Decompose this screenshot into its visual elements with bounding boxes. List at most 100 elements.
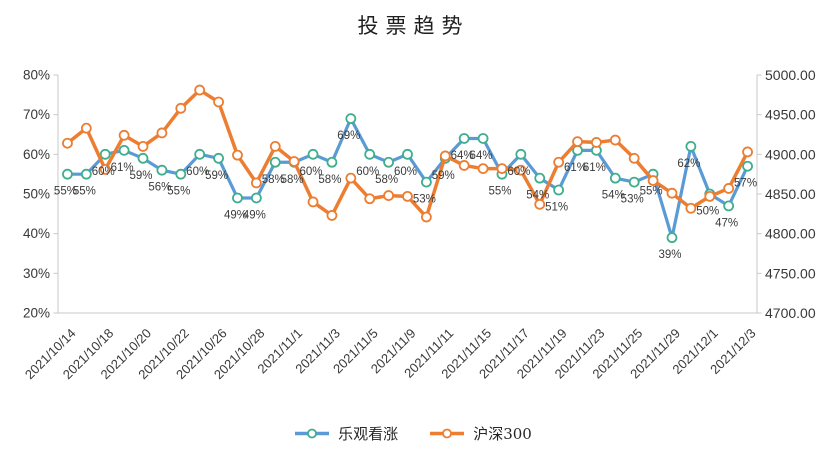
- data-point-marker-optimistic: [213, 152, 224, 164]
- data-point-marker-csi300: [515, 164, 527, 176]
- right-axis-tick-label: 4850.00: [765, 186, 816, 202]
- data-point-marker-csi300: [99, 164, 111, 175]
- data-label-optimistic: 61%: [564, 162, 587, 174]
- data-point-marker-optimistic: [232, 192, 243, 204]
- data-point-marker-csi300: [534, 198, 546, 210]
- left-axis-tick-label: 80%: [23, 68, 50, 83]
- data-point-marker-optimistic: [534, 172, 546, 184]
- data-label-optimistic: 51%: [545, 202, 568, 214]
- data-label-optimistic: 60%: [507, 166, 530, 178]
- data-label-optimistic: 58%: [318, 174, 341, 186]
- data-point-marker-optimistic: [553, 184, 565, 196]
- legend-line-marker-optimistic: [295, 425, 330, 443]
- data-point-marker-csi300: [572, 136, 583, 148]
- data-point-marker-optimistic: [742, 160, 753, 172]
- data-point-marker-optimistic: [137, 152, 149, 164]
- data-point-marker-csi300: [288, 156, 300, 167]
- data-point-marker-csi300: [591, 137, 602, 148]
- left-axis-tick-label: 30%: [23, 266, 50, 281]
- data-label-optimistic: 57%: [734, 178, 757, 190]
- data-point-marker-csi300: [175, 102, 187, 114]
- data-point-marker-csi300: [458, 160, 470, 171]
- data-label-optimistic: 54%: [526, 190, 549, 202]
- data-point-marker-csi300: [477, 163, 489, 175]
- right-axis-tick-label: 4700.00: [765, 305, 816, 321]
- data-label-optimistic: 49%: [243, 209, 266, 221]
- data-label-optimistic: 60%: [356, 166, 379, 178]
- data-point-marker-csi300: [628, 152, 640, 164]
- data-point-marker-csi300: [364, 193, 376, 205]
- left-axis-tick-label: 60%: [23, 147, 50, 162]
- data-point-marker-optimistic: [269, 156, 281, 168]
- data-point-marker-optimistic: [723, 200, 735, 212]
- data-label-optimistic: 58%: [262, 174, 285, 186]
- data-point-marker-optimistic: [402, 148, 413, 160]
- data-point-marker-csi300: [62, 137, 73, 149]
- data-label-optimistic: 60%: [394, 166, 417, 178]
- data-point-marker-csi300: [496, 163, 508, 175]
- data-point-marker-csi300: [118, 129, 130, 141]
- right-axis-tick-label: 5000.00: [765, 67, 816, 83]
- legend-swatch-icon: [430, 428, 465, 438]
- data-label-optimistic: 60%: [186, 166, 209, 178]
- data-label-optimistic: 53%: [413, 194, 436, 206]
- data-label-optimistic: 59%: [432, 170, 455, 182]
- legend-marker-circle: [307, 428, 318, 438]
- data-point-marker-csi300: [723, 183, 735, 194]
- data-label-optimistic: 69%: [337, 130, 360, 142]
- data-point-marker-optimistic: [118, 144, 130, 156]
- data-point-marker-optimistic: [175, 168, 187, 180]
- data-point-marker-optimistic: [364, 148, 376, 160]
- left-axis-tick-label: 70%: [23, 107, 50, 122]
- left-axis-tick-label: 20%: [23, 306, 50, 321]
- data-label-optimistic: 55%: [73, 186, 96, 198]
- data-point-marker-csi300: [307, 196, 319, 208]
- legend-item-optimistic: 乐观看涨: [295, 423, 398, 444]
- data-point-marker-csi300: [232, 149, 243, 161]
- data-label-optimistic: 58%: [281, 174, 304, 186]
- data-label-optimistic: 53%: [621, 194, 644, 206]
- right-axis-tick-label: 4900.00: [765, 146, 816, 162]
- data-point-marker-optimistic: [194, 148, 206, 160]
- data-point-marker-csi300: [250, 177, 262, 189]
- data-label-optimistic: 56%: [148, 182, 171, 194]
- data-point-marker-optimistic: [515, 148, 527, 160]
- data-point-marker-csi300: [269, 140, 281, 152]
- data-point-marker-csi300: [647, 175, 659, 186]
- series-line-optimistic: [65, 117, 750, 240]
- legend-label-optimistic: 乐观看涨: [338, 425, 399, 443]
- data-label-optimistic: 47%: [715, 217, 738, 229]
- data-point-marker-optimistic: [458, 133, 470, 144]
- legend-swatch-icon: [295, 428, 330, 438]
- data-label-optimistic: 60%: [300, 166, 323, 178]
- data-point-marker-csi300: [402, 190, 413, 202]
- data-point-marker-csi300: [685, 202, 697, 214]
- data-label-optimistic: 59%: [205, 170, 228, 182]
- data-label-optimistic: 55%: [167, 186, 190, 198]
- legend-marker-circle: [442, 428, 453, 438]
- right-axis-tick-label: 4800.00: [765, 226, 816, 242]
- data-point-marker-csi300: [383, 190, 395, 201]
- right-axis-tick-label: 4950.00: [765, 107, 816, 123]
- data-point-marker-csi300: [213, 96, 224, 108]
- data-point-marker-optimistic: [420, 176, 432, 188]
- data-point-marker-csi300: [666, 187, 678, 199]
- data-point-marker-optimistic: [383, 156, 395, 168]
- data-point-marker-optimistic: [345, 113, 357, 125]
- legend-line-marker-csi300: [430, 425, 465, 443]
- data-point-marker-csi300: [439, 150, 451, 162]
- data-point-marker-optimistic: [307, 148, 319, 160]
- legend-label-csi300: 沪深300: [473, 425, 532, 443]
- data-label-optimistic: 49%: [224, 209, 247, 221]
- data-label-optimistic: 59%: [129, 170, 152, 182]
- left-axis-tick-label: 40%: [23, 226, 50, 241]
- data-point-marker-csi300: [156, 127, 168, 139]
- data-label-optimistic: 62%: [677, 158, 700, 170]
- data-point-marker-optimistic: [609, 172, 621, 184]
- data-point-marker-csi300: [80, 122, 92, 134]
- data-label-optimistic: 50%: [696, 206, 719, 218]
- data-point-marker-csi300: [194, 84, 206, 96]
- data-point-marker-csi300: [742, 146, 753, 158]
